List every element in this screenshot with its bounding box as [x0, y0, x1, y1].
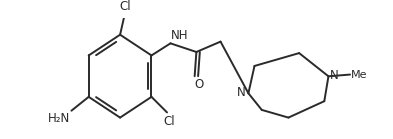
Text: Cl: Cl — [163, 115, 174, 128]
Text: O: O — [195, 78, 204, 91]
Text: Cl: Cl — [119, 0, 131, 13]
Text: NH: NH — [171, 29, 189, 42]
Text: Me: Me — [351, 70, 367, 80]
Text: N: N — [330, 69, 339, 82]
Text: N: N — [237, 86, 246, 99]
Text: H₂N: H₂N — [48, 111, 70, 125]
